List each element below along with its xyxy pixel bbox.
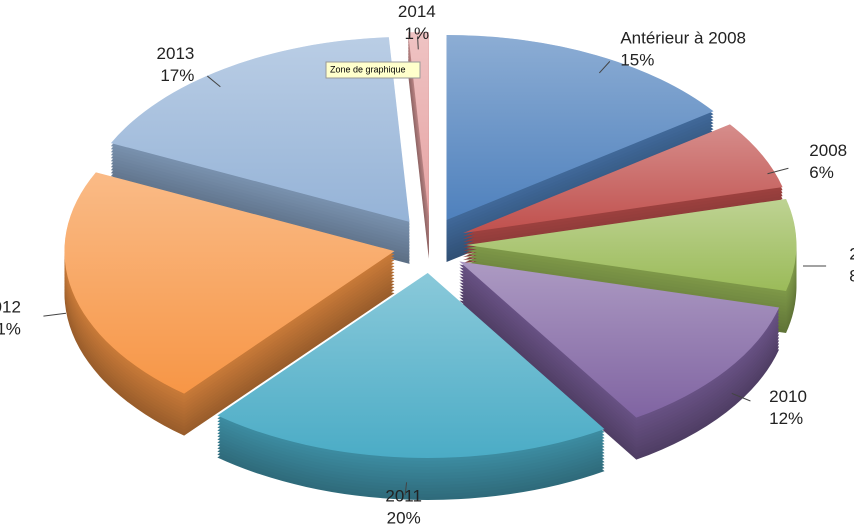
value-label: 21% bbox=[0, 319, 21, 338]
tooltip: Zone de graphique bbox=[325, 61, 421, 79]
value-label: 12% bbox=[769, 409, 803, 428]
leader-line bbox=[417, 36, 419, 50]
value-label: 6% bbox=[809, 163, 834, 182]
value-label: 17% bbox=[160, 66, 194, 85]
pie bbox=[64, 32, 797, 500]
slice-shine bbox=[466, 198, 797, 292]
category-label: 2009 bbox=[849, 244, 854, 263]
slice-shine bbox=[408, 32, 429, 218]
category-label: 2008 bbox=[809, 141, 847, 160]
leader-line bbox=[404, 482, 408, 496]
category-label: 2012 bbox=[0, 297, 21, 316]
slice-shine bbox=[446, 35, 714, 221]
slice-shine bbox=[110, 37, 410, 222]
leader-line bbox=[207, 75, 221, 88]
slice-shine bbox=[462, 124, 783, 234]
leader-line bbox=[598, 61, 611, 74]
category-label: 2011 bbox=[385, 487, 422, 506]
tooltip-text: Zone de graphique bbox=[330, 64, 406, 74]
category-label: Antérieur à 2008 bbox=[620, 28, 746, 47]
category-label: 2013 bbox=[157, 44, 195, 63]
leader-line bbox=[731, 392, 751, 402]
slice-shine bbox=[459, 261, 780, 418]
tooltip-box bbox=[325, 61, 421, 79]
slice-shine bbox=[64, 172, 395, 394]
value-label: 8% bbox=[849, 266, 854, 285]
value-label: 20% bbox=[387, 509, 421, 528]
slice-shine bbox=[217, 272, 605, 458]
category-label: 2014 bbox=[398, 2, 436, 21]
value-label: 15% bbox=[620, 50, 654, 69]
leader-line bbox=[767, 167, 789, 175]
value-label: 1% bbox=[405, 24, 430, 43]
leader-line bbox=[43, 312, 67, 317]
category-label: 2010 bbox=[769, 387, 807, 406]
